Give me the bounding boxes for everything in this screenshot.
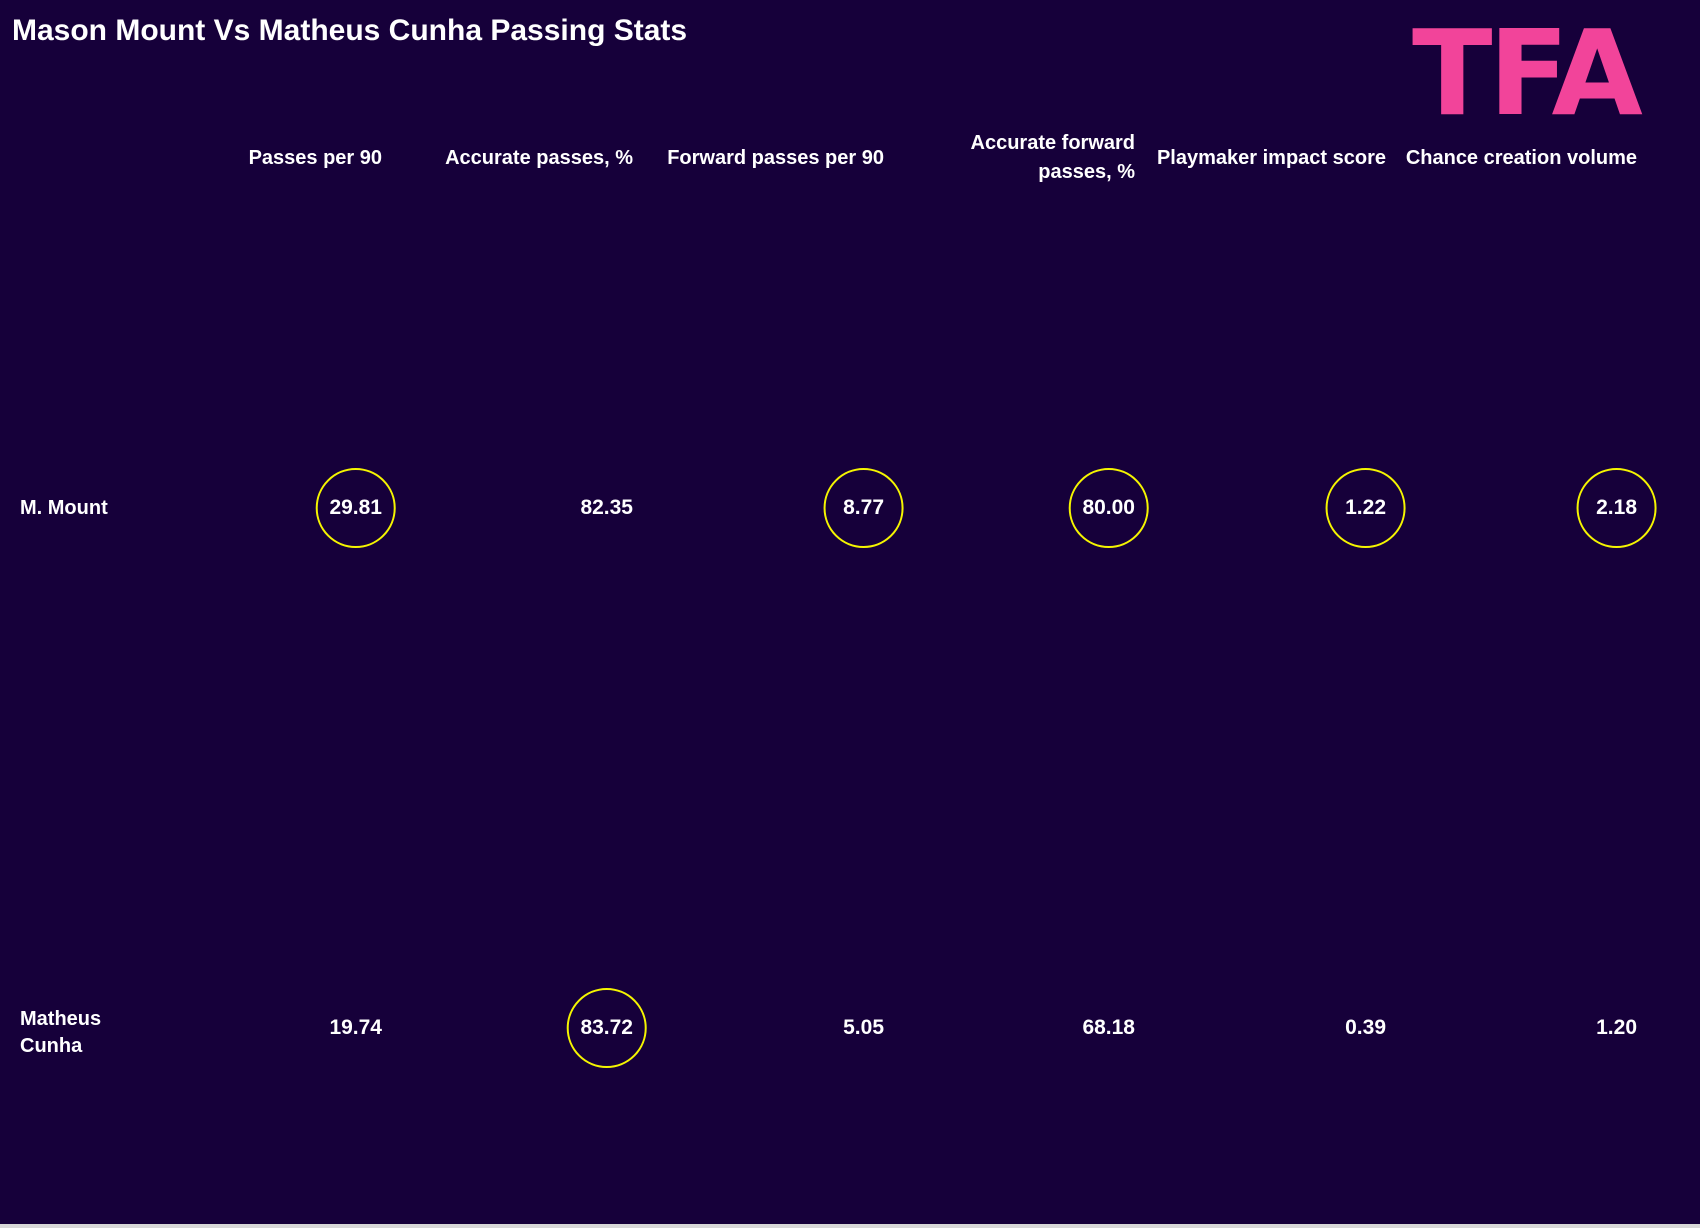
column-header: Playmaker impact score [1156, 146, 1386, 169]
highlight-circle [1068, 468, 1149, 548]
column-header: Chance creation volume [1405, 146, 1637, 169]
highlight-circle [566, 988, 647, 1068]
highlight-circle [823, 468, 904, 548]
cell-value: 68.18 [1082, 1016, 1135, 1039]
logo: TFA [1412, 4, 1643, 142]
column-header: Accurate forward passes, % [970, 132, 1136, 183]
row-name: M. Mount [20, 496, 108, 519]
cell-value: 19.74 [329, 1016, 382, 1039]
highlight-circle [1325, 468, 1406, 548]
column-header: Accurate passes, % [445, 146, 633, 169]
cell-value: 0.39 [1345, 1016, 1386, 1039]
row-name: Matheus Cunha [20, 1008, 102, 1057]
title: Mason Mount Vs Matheus Cunha Passing Sta… [12, 14, 688, 47]
column-header: Forward passes per 90 [667, 146, 884, 169]
cell-value: 83.72 [580, 1016, 633, 1039]
cell-value: 8.77 [843, 496, 884, 519]
bottom-border [0, 1224, 1700, 1228]
column-header: Passes per 90 [248, 146, 382, 169]
cell-value: 82.35 [580, 496, 633, 519]
cell-value: 2.18 [1596, 496, 1637, 519]
cell-value: 1.20 [1596, 1016, 1637, 1039]
highlight-circle [315, 468, 396, 548]
cell-value: 1.22 [1345, 496, 1386, 519]
cell-value: 29.81 [329, 496, 382, 519]
cell-value: 80.00 [1082, 496, 1135, 519]
highlight-circle [1576, 468, 1657, 548]
cell-value: 5.05 [843, 1016, 884, 1039]
